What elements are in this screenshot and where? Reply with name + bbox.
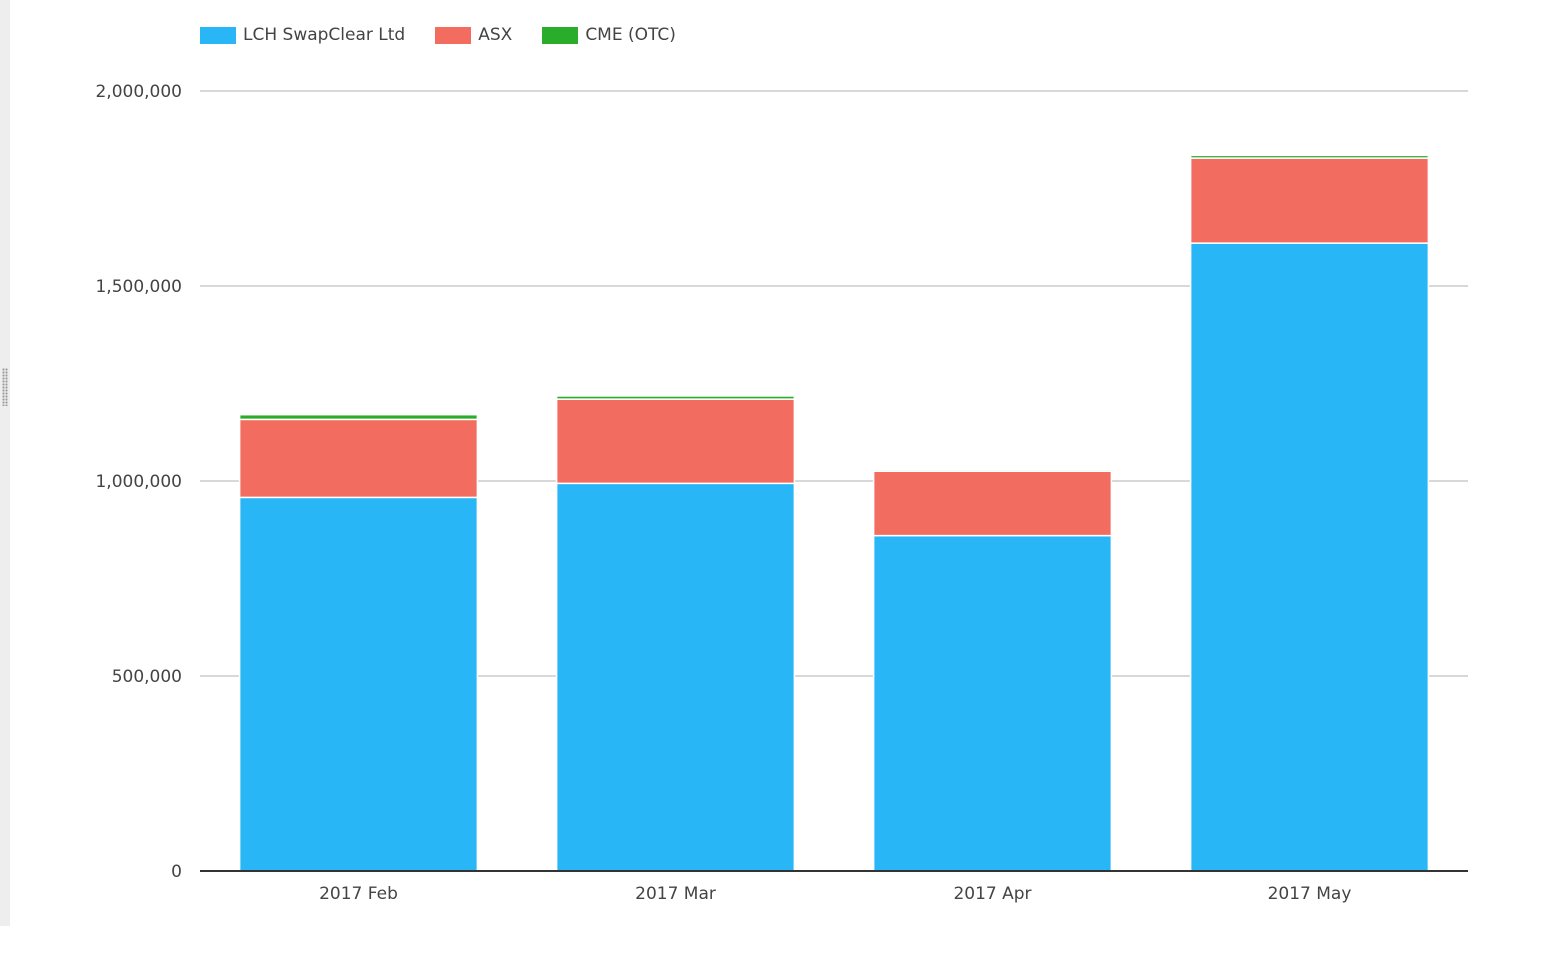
legend-swatch-lch (200, 26, 236, 44)
x-tick-label-2: 2017 Apr (953, 884, 1031, 904)
bar-asx-2017-feb (238, 418, 479, 499)
bar-asx-2017-apr (872, 470, 1113, 537)
bar-lch-swapclear-ltd-2017-mar (555, 482, 796, 872)
y-tick-label-0: 0 (171, 862, 182, 882)
legend-swatch-cme (542, 26, 579, 44)
left-panel-rail (0, 0, 10, 926)
x-tick-label-0: 2017 Feb (319, 884, 398, 904)
bar-cme-otc--2017-mar (555, 395, 796, 400)
y-tick-label-3: 1,500,000 (95, 277, 182, 297)
legend-item-cme-otc[interactable]: CME (OTC) (542, 25, 676, 45)
legend-label-asx: ASX (478, 25, 513, 45)
y-tick-label-1: 500,000 (112, 667, 182, 687)
legend-item-asx[interactable]: ASX (435, 25, 512, 45)
x-tick-label-3: 2017 May (1268, 884, 1352, 904)
legend-swatch-asx (435, 26, 472, 44)
bar-lch-swapclear-ltd-2017-apr (872, 534, 1113, 872)
y-tick-label-2: 1,000,000 (95, 472, 182, 492)
x-tick-label-1: 2017 Mar (635, 884, 716, 904)
bar-cme-otc--2017-may (1189, 154, 1430, 159)
legend-label-lch: LCH SwapClear Ltd (243, 25, 406, 45)
bar-asx-2017-mar (555, 398, 796, 485)
bar-cme-otc--2017-feb (238, 413, 479, 421)
bar-cme-otc--2017-apr (872, 468, 1113, 473)
bar-lch-swapclear-ltd-2017-may (1189, 242, 1430, 872)
chart-legend: LCH SwapClear Ltd ASX CME (OTC) (200, 22, 676, 48)
legend-label-cme: CME (OTC) (585, 25, 676, 45)
y-tick-label-4: 2,000,000 (95, 82, 182, 102)
bar-asx-2017-may (1189, 157, 1430, 244)
legend-item-lch-swapclear[interactable]: LCH SwapClear Ltd (200, 25, 405, 45)
bar-lch-swapclear-ltd-2017-feb (238, 496, 479, 872)
resize-grip-icon[interactable] (2, 368, 8, 406)
